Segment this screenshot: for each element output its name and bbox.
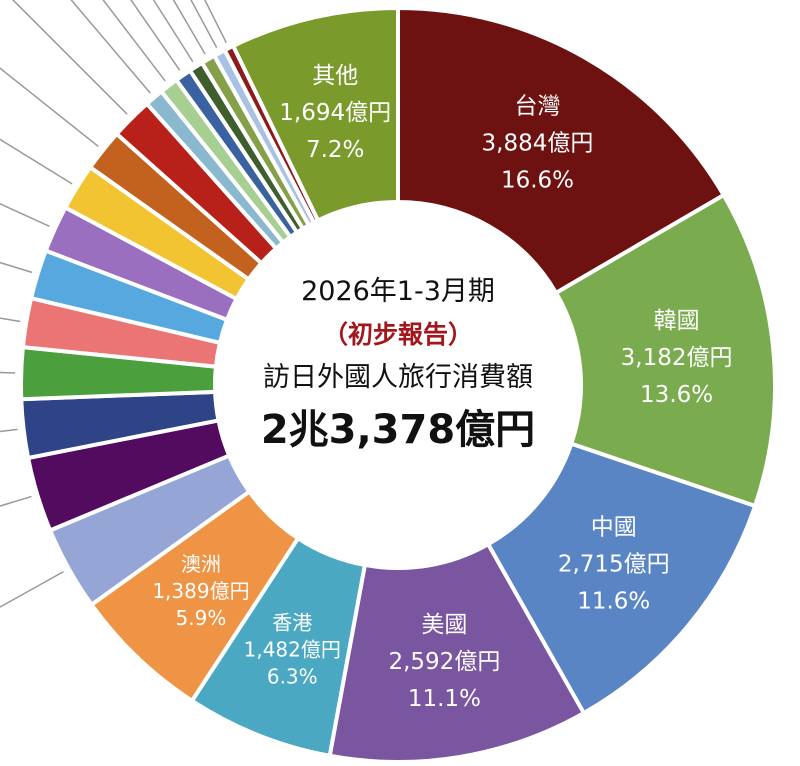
slice-amount: 3,884億円 (482, 130, 594, 156)
slice-percent_text: 7.2% (306, 137, 364, 163)
center-title: 訪日外國人旅行消費額 (263, 362, 533, 393)
slice-percent_text: 6.3% (267, 665, 318, 689)
slice-amount: 1,389億円 (152, 579, 249, 603)
slice-label: 中國 (591, 515, 637, 541)
center-total: 2兆3,378億円 (260, 407, 536, 453)
slice-台灣 (396, 5, 727, 296)
slice-percent_text: 11.6% (577, 589, 650, 615)
slice-label: 香港 (272, 611, 312, 635)
leader-line (0, 138, 73, 185)
slice-amount: 1,482億円 (244, 638, 341, 662)
leader-line (102, 0, 166, 82)
leader-line (204, 0, 227, 43)
center-label: 2026年1-3月期 （初步報告） 訪日外國人旅行消費額 2兆3,378億円 (218, 270, 578, 460)
slice-amount: 2,715億円 (558, 552, 670, 578)
slice-percent_text: 11.1% (408, 686, 481, 712)
slice-percent_text: 16.6% (501, 167, 574, 193)
slice-中國 (485, 441, 758, 716)
slice-label: 台灣 (514, 93, 560, 119)
leader-line (70, 0, 151, 94)
slice-amount: 2,592億円 (388, 649, 500, 675)
slice-percent_text: 13.6% (640, 382, 713, 408)
slice-label: 其他 (312, 63, 358, 89)
leader-line (0, 428, 18, 433)
leader-line (0, 570, 64, 608)
leader-line (0, 371, 16, 374)
slice-percent_text: 5.9% (176, 606, 227, 630)
leader-line (172, 0, 206, 55)
slice-label: 美國 (421, 612, 467, 638)
slice-美國 (327, 541, 587, 764)
slice-label: 韓國 (654, 308, 700, 334)
leader-line (0, 202, 50, 227)
slice-amount: 1,694億円 (279, 100, 391, 126)
slice-其他 (230, 5, 400, 224)
leader-line (130, 0, 181, 71)
slice-韓國 (553, 192, 777, 509)
leader-line (152, 0, 194, 63)
center-period: 2026年1-3月期 (301, 276, 495, 307)
leader-line (11, 0, 128, 115)
center-note: （初步報告） (322, 320, 473, 349)
leader-line (0, 67, 99, 148)
slice-amount: 3,182億円 (621, 345, 733, 371)
slice-label: 澳洲 (181, 552, 221, 576)
